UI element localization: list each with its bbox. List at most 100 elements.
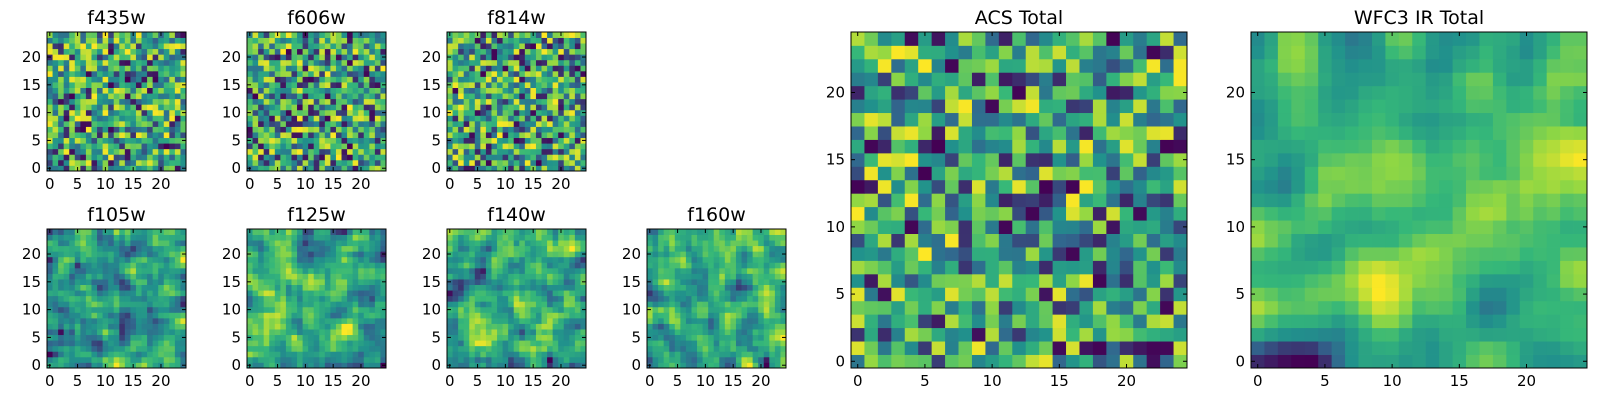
heatmap-cell (152, 329, 159, 336)
heatmap-cell (363, 65, 370, 72)
heatmap-cell (524, 154, 531, 161)
y-tick-label: 20 (222, 48, 241, 66)
heatmap-cell (58, 65, 65, 72)
heatmap-cell (985, 354, 1000, 369)
heatmap-cell (535, 251, 542, 258)
heatmap-cell (891, 233, 906, 248)
heatmap-cell (647, 345, 653, 352)
heatmap-cell (363, 229, 370, 235)
heatmap-cell (158, 87, 165, 94)
heatmap-cell (513, 115, 520, 122)
heatmap-cell (85, 120, 92, 127)
heatmap-cell (141, 351, 148, 358)
heatmap-cell (741, 245, 748, 252)
heatmap-cell (864, 300, 879, 315)
heatmap-cell (313, 317, 320, 324)
y-tick-label: 15 (422, 273, 441, 291)
heatmap-cell (263, 345, 270, 352)
heatmap-cell (352, 126, 359, 133)
heatmap-cell (319, 76, 326, 83)
heatmap-cell (452, 76, 459, 83)
heatmap-cell (1092, 341, 1107, 355)
heatmap-cell (135, 329, 142, 336)
heatmap-cell (169, 115, 176, 122)
heatmap-cell (985, 247, 1000, 261)
heatmap-cell (971, 166, 986, 181)
heatmap-cell (358, 48, 365, 55)
heatmap-cell (491, 312, 498, 319)
heatmap-cell (263, 229, 270, 235)
heatmap-cell (780, 290, 787, 297)
heatmap-cell (769, 334, 776, 341)
heatmap-cell (124, 245, 131, 252)
heatmap-cell (91, 109, 98, 116)
heatmap-cell (735, 284, 742, 291)
heatmap-cell (358, 59, 365, 66)
heatmap-cell (1146, 220, 1161, 234)
heatmap-cell (124, 148, 131, 155)
heatmap-cell (297, 234, 303, 241)
heatmap-cell (463, 115, 470, 122)
heatmap-cell (463, 54, 470, 61)
heatmap-cell (52, 137, 59, 144)
heatmap-cell (680, 279, 687, 285)
heatmap-cell (163, 306, 170, 313)
heatmap-cell (652, 256, 659, 263)
heatmap-cell (80, 334, 87, 341)
heatmap-cell (463, 165, 470, 172)
heatmap-cell (74, 98, 81, 105)
heatmap-cell (52, 126, 59, 133)
heatmap-cell (669, 251, 676, 258)
heatmap-cell (663, 306, 670, 313)
x-tick-label: 20 (551, 175, 570, 193)
heatmap-cell (324, 165, 331, 172)
heatmap-cell (708, 279, 715, 285)
heatmap-cell (247, 240, 253, 247)
heatmap-cell (119, 126, 126, 133)
heatmap-cell (74, 87, 81, 94)
heatmap-cell (1133, 179, 1148, 194)
heatmap-cell (469, 126, 476, 133)
heatmap-cell (669, 262, 676, 269)
heatmap-cell (91, 54, 98, 61)
heatmap-cell (524, 120, 531, 127)
heatmap-cell (469, 115, 476, 122)
heatmap-cell (702, 329, 709, 336)
heatmap-cell (163, 32, 170, 38)
heatmap-cell (147, 251, 154, 258)
heatmap-cell (63, 37, 70, 44)
heatmap-cell (291, 323, 298, 330)
heatmap-cell (918, 273, 933, 288)
heatmap-cell (547, 98, 554, 105)
heatmap-cell (74, 306, 81, 313)
heatmap-cell (524, 356, 531, 363)
heatmap-cell (80, 65, 87, 72)
heatmap-cell (180, 234, 187, 241)
heatmap-cell (485, 329, 492, 336)
heatmap-cell (735, 340, 742, 347)
heatmap-cell (1012, 341, 1027, 355)
heatmap-cell (152, 306, 159, 313)
heatmap-cell (574, 329, 581, 336)
heatmap-cell (558, 334, 565, 341)
heatmap-cell (563, 362, 570, 369)
heatmap-cell (58, 143, 65, 150)
heatmap-cell (308, 290, 315, 297)
heatmap-cell (374, 148, 381, 155)
heatmap-cell (163, 334, 170, 341)
heatmap-cell (274, 154, 281, 161)
heatmap-cell (647, 234, 653, 241)
heatmap-cell (463, 295, 470, 302)
heatmap-cell (569, 240, 576, 247)
heatmap-cell (85, 251, 92, 258)
heatmap-cell (274, 256, 281, 263)
heatmap-cell (158, 82, 165, 88)
heatmap-cell (291, 234, 298, 241)
heatmap-cell (141, 37, 148, 44)
heatmap-cell (685, 340, 692, 347)
heatmap-cell (291, 356, 298, 363)
heatmap-cell (758, 240, 765, 247)
heatmap-cell (558, 301, 565, 308)
heatmap-cell (458, 295, 465, 302)
heatmap-cell (851, 354, 865, 369)
